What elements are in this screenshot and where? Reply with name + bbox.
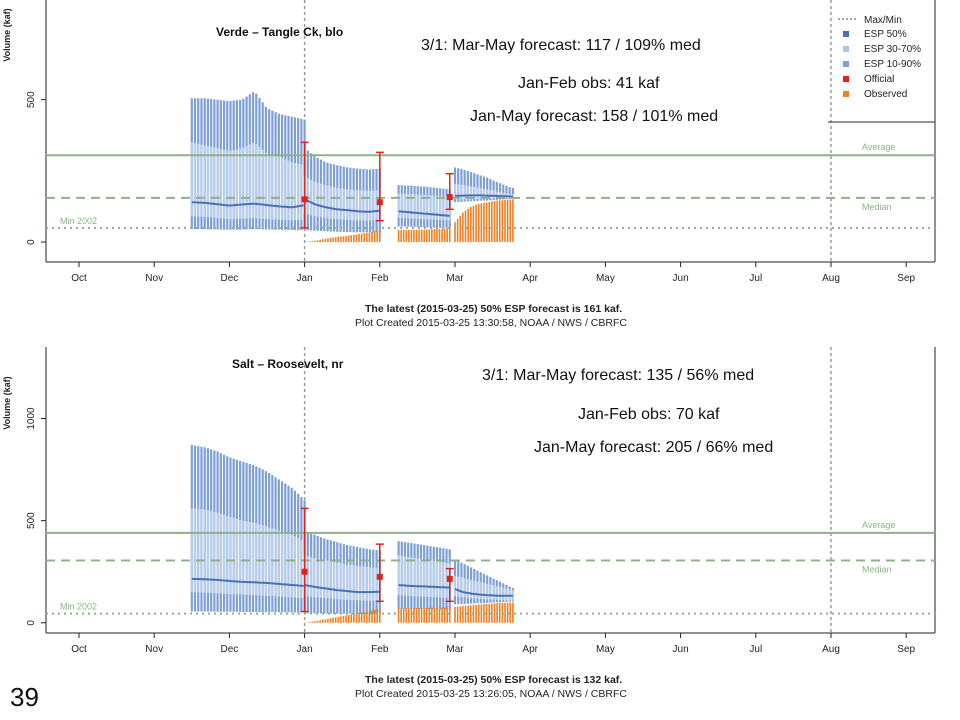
site-title: Verde – Tangle Ck, blo [216,25,344,39]
average-label: Average [862,142,895,152]
plot-created-note: Plot Created 2015-03-25 13:30:58, NOAA /… [355,317,627,329]
chart-panel-salt: Oct Nov Dec Jan Feb Mar Apr May Jun Jul Aug Sep 0 500… [0,343,960,705]
x-tick-label: Jan [297,273,313,284]
site-title: Salt – Roosevelt, nr [232,357,344,371]
median-label: Median [862,564,892,574]
x-tick-label: Jun [673,644,689,655]
y-axis-label: Volume (kaf) [2,376,12,429]
esp-50-line [454,588,513,597]
y-tick-label: 500 [26,91,37,108]
chart-verde-svg: Oct Nov Dec Jan Feb Mar Apr May Jun Jul Aug Sep 0 500… [2,0,936,284]
legend-label: ESP 10-90% [864,59,921,70]
annotation-jan-may: Jan-May forecast: 158 / 101% med [470,108,719,125]
esp-50-line [455,194,513,198]
legend-swatch [843,61,849,67]
x-tick-label: Apr [522,644,538,655]
latest-forecast-note: The latest (2015-03-25) 50% ESP forecast… [365,674,623,686]
legend-swatch [843,91,849,97]
x-tick-label: May [596,273,615,284]
esp-50-line [398,210,450,217]
y-tick-label: 1000 [26,407,37,430]
median-label: Median [862,202,892,212]
official-forecast-point [301,568,308,575]
legend-minmax-label: Max/Min [864,15,902,26]
official-forecast-point [376,199,383,206]
x-tick-label: Jun [673,273,689,284]
x-tick-label: Aug [822,273,840,284]
y-tick-label: 0 [26,239,37,245]
annotation-mar-may: 3/1: Mar-May forecast: 135 / 56% med [482,367,755,384]
chart-panel-verde: Oct Nov Dec Jan Feb Mar Apr May Jun Jul Aug Sep 0 500… [0,0,960,335]
legend-swatch [843,46,849,52]
x-tick-label: Dec [221,644,239,655]
legend-label: ESP 50% [864,29,907,40]
x-tick-label: Oct [71,644,87,655]
x-tick-label: Aug [822,644,840,655]
chart-salt-svg: Oct Nov Dec Jan Feb Mar Apr May Jun Jul Aug Sep 0 500… [2,347,936,655]
average-label: Average [862,520,895,530]
esp-50-line [304,198,380,213]
legend-swatch [843,31,849,37]
legend-swatch [843,76,849,82]
x-tick-label: Apr [522,273,538,284]
x-tick-label: Mar [446,273,464,284]
x-tick-label: Nov [145,273,163,284]
official-forecast-point [376,573,383,580]
y-tick-label: 500 [26,512,37,529]
official-forecast-point [446,575,453,582]
esp-50-line [191,201,305,209]
esp-50-line [398,584,450,589]
min-label: Min 2002 [60,216,97,226]
esp-50-line [191,577,305,587]
annotation-jan-feb-obs: Jan-Feb obs: 70 kaf [578,406,720,423]
x-tick-label: May [596,644,615,655]
slide-number: 39 [10,682,39,712]
official-forecast-point [446,194,453,201]
min-label: Min 2002 [60,602,97,612]
y-axis-label: Volume (kaf) [2,8,12,61]
x-tick-label: Feb [371,644,389,655]
latest-forecast-note: The latest (2015-03-25) 50% ESP forecast… [365,303,623,315]
legend-label: Official [864,74,894,85]
esp-50-line [304,584,380,594]
x-tick-label: Dec [221,273,239,284]
annotation-jan-may: Jan-May forecast: 205 / 66% med [534,439,774,456]
legend-label: ESP 30-70% [864,44,921,55]
y-tick-label: 0 [26,620,37,626]
x-tick-label: Sep [897,644,915,655]
x-tick-label: Feb [371,273,389,284]
x-tick-label: Oct [71,273,87,284]
x-tick-label: Jan [297,644,313,655]
x-tick-label: Mar [446,644,464,655]
x-tick-label: Jul [749,644,762,655]
legend-label: Observed [864,89,907,100]
annotation-jan-feb-obs: Jan-Feb obs: 41 kaf [518,75,660,92]
annotation-mar-may: 3/1: Mar-May forecast: 117 / 109% med [421,37,701,54]
official-forecast-point [301,196,308,203]
x-tick-label: Jul [749,273,762,284]
x-tick-label: Sep [897,273,915,284]
x-tick-label: Nov [145,644,163,655]
plot-created-note: Plot Created 2015-03-25 13:26:05, NOAA /… [355,688,627,700]
